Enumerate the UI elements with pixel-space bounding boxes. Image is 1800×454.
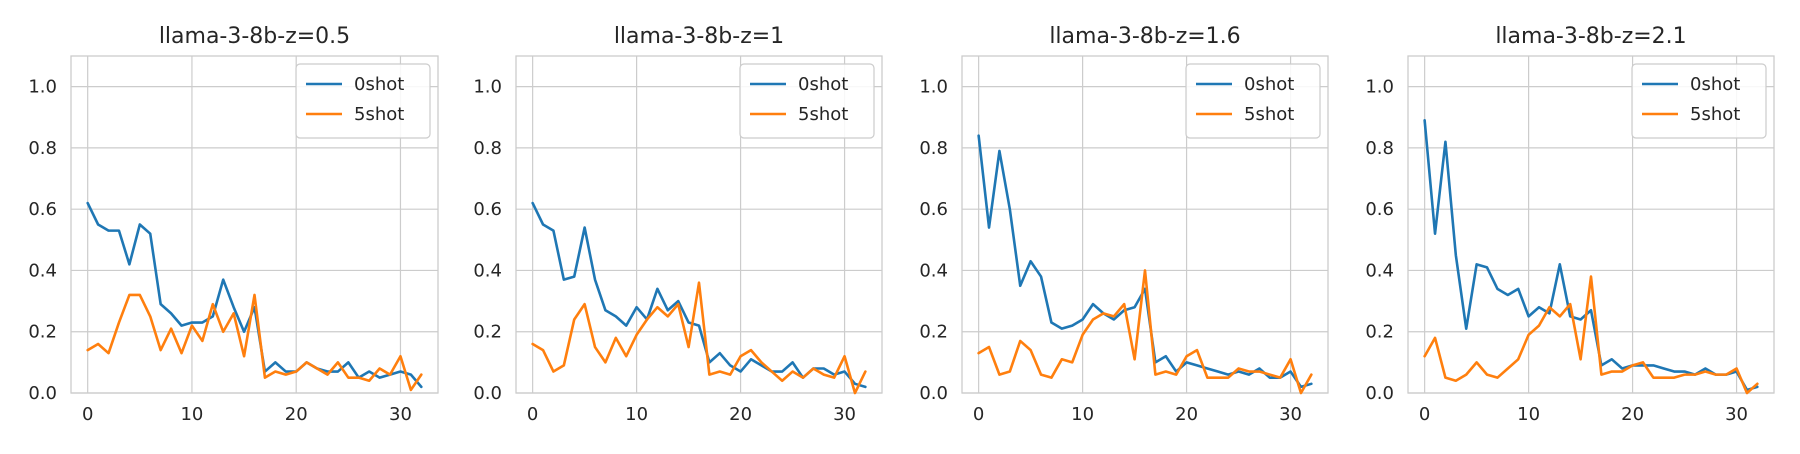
y-tick-label: 0.0	[28, 383, 57, 404]
y-tick-label: 0.2	[473, 322, 502, 343]
legend: 0shot 5shot	[295, 63, 431, 139]
x-tick-label: 0	[1419, 404, 1430, 425]
x-tick-label: 20	[1175, 404, 1198, 425]
x-tick-label: 10	[1517, 404, 1540, 425]
y-tick-label: 0.8	[28, 138, 57, 159]
y-tick-label: 1.0	[28, 77, 57, 98]
legend-label-0shot: 0shot	[798, 74, 848, 95]
y-tick-label: 0.4	[919, 260, 948, 281]
plot-frame	[515, 55, 883, 394]
y-tick-label: 0.6	[919, 199, 948, 220]
legend-label-5shot: 5shot	[354, 104, 404, 125]
legend-label-0shot: 0shot	[354, 74, 404, 95]
y-tick-label: 0.4	[1365, 260, 1394, 281]
legend-label-0shot: 0shot	[1244, 74, 1294, 95]
y-tick-label: 0.8	[473, 138, 502, 159]
y-tick-label: 0.4	[473, 260, 502, 281]
x-tick-label: 0	[973, 404, 984, 425]
legend: 0shot 5shot	[739, 63, 875, 139]
plot-frame	[961, 55, 1329, 394]
legend: 0shot 5shot	[1185, 63, 1321, 139]
chart-title: llama-3-8b-z=1	[614, 24, 784, 49]
y-tick-label: 0.2	[28, 322, 57, 343]
legend-label-5shot: 5shot	[1690, 104, 1740, 125]
legend: 0shot 5shot	[1631, 63, 1767, 139]
y-tick-label: 0.6	[1365, 199, 1394, 220]
chart-panel-1: 0.0 0.2 0.4 0.6 0.8 1.0 0 10 20 30 llama-3-8b-z=0.…	[28, 24, 439, 425]
legend-box	[295, 63, 431, 139]
plot-frame	[1407, 55, 1775, 394]
chart-panel-2: 0.0 0.2 0.4 0.6 0.8 1.0 0 10 20 30 llama-3-8b-z=1 0…	[473, 24, 883, 425]
y-tick-label: 0.8	[1365, 138, 1394, 159]
y-tick-label: 1.0	[1365, 77, 1394, 98]
legend-box	[1185, 63, 1321, 139]
x-tick-label: 20	[285, 404, 308, 425]
x-tick-label: 30	[1725, 404, 1748, 425]
legend-label-0shot: 0shot	[1690, 74, 1740, 95]
y-tick-label: 0.0	[919, 383, 948, 404]
y-tick-label: 0.4	[28, 260, 57, 281]
y-tick-label: 0.2	[1365, 322, 1394, 343]
x-tick-label: 10	[1071, 404, 1094, 425]
x-tick-label: 20	[729, 404, 752, 425]
y-tick-label: 0.6	[473, 199, 502, 220]
chart-title: llama-3-8b-z=0.5	[159, 24, 350, 49]
series-line-0shot	[531, 201, 867, 389]
x-tick-label: 30	[389, 404, 412, 425]
x-tick-label: 0	[527, 404, 538, 425]
series-line-5shot	[1423, 275, 1759, 395]
y-tick-label: 0.0	[473, 383, 502, 404]
chart-title: llama-3-8b-z=2.1	[1495, 24, 1686, 49]
x-tick-label: 0	[82, 404, 93, 425]
x-tick-label: 30	[833, 404, 856, 425]
series-line-0shot	[86, 201, 423, 389]
x-tick-label: 30	[1279, 404, 1302, 425]
series-line-5shot	[86, 293, 423, 392]
x-tick-label: 20	[1621, 404, 1644, 425]
legend-label-5shot: 5shot	[798, 104, 848, 125]
y-tick-label: 0.0	[1365, 383, 1394, 404]
y-tick-label: 0.8	[919, 138, 948, 159]
chart-panel-4: 0.0 0.2 0.4 0.6 0.8 1.0 0 10 20 30 llama-3-8b-z=2.…	[1365, 24, 1775, 425]
legend-box	[1631, 63, 1767, 139]
plot-frame	[70, 55, 439, 394]
series-line-5shot	[531, 281, 867, 395]
x-tick-label: 10	[180, 404, 203, 425]
series-line-0shot	[1423, 119, 1759, 392]
y-tick-label: 1.0	[473, 77, 502, 98]
y-tick-label: 1.0	[919, 77, 948, 98]
series-line-5shot	[977, 269, 1313, 395]
x-tick-label: 10	[625, 404, 648, 425]
y-tick-label: 0.6	[28, 199, 57, 220]
chart-panel-3: 0.0 0.2 0.4 0.6 0.8 1.0 0 10 20 30 llama-3-8b-z=1.…	[919, 24, 1329, 425]
legend-label-5shot: 5shot	[1244, 104, 1294, 125]
legend-box	[739, 63, 875, 139]
chart-title: llama-3-8b-z=1.6	[1049, 24, 1240, 49]
y-tick-label: 0.2	[919, 322, 948, 343]
